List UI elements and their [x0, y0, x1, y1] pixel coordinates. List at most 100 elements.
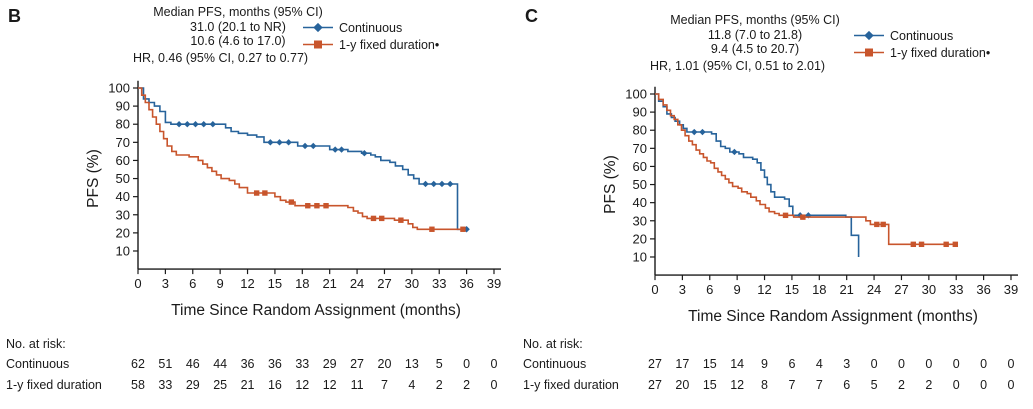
legend-c: Continuous 1-y fixed duration• — [853, 27, 990, 61]
risk-count: 0 — [871, 357, 878, 371]
risk-count: 16 — [268, 378, 282, 392]
risk-count: 2 — [925, 378, 932, 392]
x-tick-label: 18 — [295, 276, 309, 291]
x-tick-label: 3 — [679, 282, 686, 297]
panel-letter-b: B — [8, 6, 21, 26]
risk-count: 62 — [131, 357, 145, 371]
y-tick-label: 90 — [116, 99, 130, 114]
legend-label-continuous: Continuous — [339, 20, 403, 35]
censor-mark — [314, 203, 320, 209]
x-tick-label: 6 — [189, 276, 196, 291]
censor-mark — [267, 139, 274, 146]
legend-b: Continuous 1-y fixed duration• — [302, 19, 439, 53]
risk-row-label: Continuous — [523, 357, 586, 371]
risk-count: 7 — [788, 378, 795, 392]
x-axis-label: Time Since Random Assignment (months) — [688, 308, 978, 325]
x-tick-label: 39 — [487, 276, 501, 291]
y-tick-label: 20 — [116, 225, 130, 240]
km-curve-fixed-duration — [655, 93, 957, 246]
y-tick-label: 30 — [116, 207, 130, 222]
x-tick-label: 36 — [976, 282, 990, 297]
censor-mark — [422, 180, 429, 188]
censor-mark — [429, 226, 435, 232]
risk-count: 0 — [898, 357, 905, 371]
censor-mark — [943, 241, 949, 248]
y-tick-label: 20 — [633, 231, 647, 246]
risk-count: 15 — [703, 357, 717, 371]
risk-count: 36 — [268, 357, 282, 371]
legend-label-fixed: 1-y fixed duration• — [339, 37, 440, 52]
risk-count: 21 — [241, 378, 255, 392]
risk-count: 0 — [463, 357, 470, 371]
y-tick-label: 70 — [633, 141, 647, 156]
risk-count: 2 — [463, 378, 470, 392]
censor-mark — [331, 146, 339, 153]
y-tick-label: 80 — [116, 117, 130, 132]
risk-count: 8 — [761, 378, 768, 392]
risk-count: 4 — [816, 357, 823, 371]
legend-label-fixed: 1-y fixed duration• — [890, 45, 991, 60]
risk-count: 4 — [408, 378, 415, 392]
risk-row-label: Continuous — [6, 357, 69, 371]
x-tick-label: 24 — [867, 282, 881, 297]
legend-marker-continuous-icon — [854, 30, 884, 41]
censor-mark — [952, 241, 959, 248]
risk-count: 0 — [925, 357, 932, 371]
legend-item-continuous: Continuous — [302, 19, 439, 36]
censor-mark — [731, 148, 738, 156]
censor-mark — [691, 128, 698, 136]
risk-count: 9 — [761, 357, 768, 371]
risk-count: 58 — [131, 378, 145, 392]
panel-b: 100 90 80 70 60 50 40 30 20 10 0 3 6 9 12 15 18 21 24 27 30 3… — [0, 0, 516, 409]
censor-mark — [310, 142, 317, 150]
risk-count: 15 — [703, 378, 717, 392]
x-tick-label: 12 — [240, 276, 254, 291]
x-tick-label: 24 — [350, 276, 364, 291]
km-curve-continuous — [655, 93, 860, 257]
risk-count: 29 — [186, 378, 200, 392]
censor-mark — [184, 121, 191, 128]
censor-mark — [699, 128, 706, 136]
y-tick-label: 30 — [633, 213, 647, 228]
x-tick-label: 15 — [785, 282, 799, 297]
censor-mark — [323, 203, 329, 209]
x-tick-label: 18 — [812, 282, 826, 297]
stats-header: Median PFS, months (95% CI) — [670, 13, 840, 27]
censor-mark — [874, 221, 880, 228]
censor-mark — [800, 214, 806, 220]
risk-count: 0 — [491, 357, 498, 371]
y-axis-label: PFS (%) — [85, 149, 102, 208]
risk-count: 12 — [295, 378, 309, 392]
risk-count: 33 — [295, 357, 309, 371]
censor-mark — [253, 190, 260, 196]
censor-mark — [918, 241, 925, 248]
stats-median-fixed: 9.4 (4.5 to 20.7) — [710, 42, 800, 56]
y-tick-label: 80 — [633, 123, 647, 138]
legend-marker-fixed-icon — [854, 48, 884, 57]
risk-count: 14 — [730, 357, 744, 371]
km-curve-fixed-duration — [138, 87, 465, 231]
censor-mark — [460, 226, 466, 232]
y-tick-label: 50 — [633, 177, 647, 192]
legend-item-fixed: 1-y fixed duration• — [302, 36, 439, 53]
legend-marker-fixed-icon — [303, 40, 333, 49]
censor-mark — [262, 190, 268, 196]
risk-count: 0 — [980, 357, 987, 371]
risk-count: 0 — [953, 357, 960, 371]
risk-count: 27 — [648, 378, 662, 392]
y-tick-label: 10 — [116, 243, 130, 258]
risk-count: 17 — [675, 357, 689, 371]
risk-row-label: 1-y fixed duration — [6, 378, 102, 392]
y-axis-label: PFS (%) — [602, 155, 619, 214]
censor-mark — [430, 180, 437, 188]
y-tick-label: 70 — [116, 135, 130, 150]
x-tick-label: 36 — [459, 276, 473, 291]
censor-mark — [305, 203, 311, 209]
panel-letter-c: C — [525, 6, 538, 26]
legend-item-continuous: Continuous — [853, 27, 990, 44]
censor-mark — [338, 146, 345, 153]
x-tick-label: 27 — [894, 282, 908, 297]
risk-count: 29 — [323, 357, 337, 371]
